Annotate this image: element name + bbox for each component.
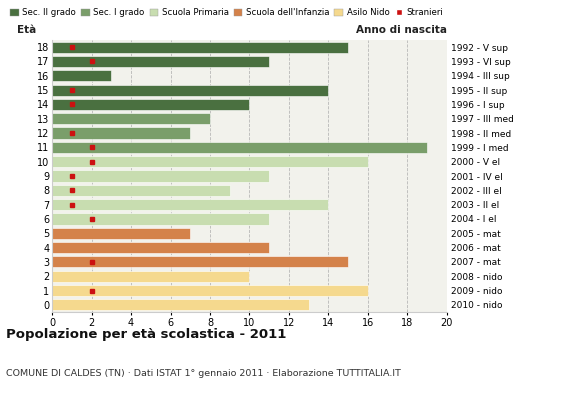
Bar	[52, 228, 190, 239]
Bar	[52, 199, 328, 210]
Bar	[52, 42, 348, 53]
Bar	[52, 113, 210, 124]
Bar	[52, 271, 249, 282]
Text: COMUNE DI CALDES (TN) · Dati ISTAT 1° gennaio 2011 · Elaborazione TUTTITALIA.IT: COMUNE DI CALDES (TN) · Dati ISTAT 1° ge…	[6, 369, 401, 378]
Bar	[52, 142, 427, 153]
Text: Popolazione per età scolastica - 2011: Popolazione per età scolastica - 2011	[6, 328, 286, 341]
Bar	[52, 256, 348, 268]
Bar	[52, 213, 269, 224]
Bar	[52, 185, 230, 196]
Text: Età: Età	[17, 24, 36, 34]
Bar	[52, 156, 368, 167]
Bar	[52, 299, 309, 310]
Text: Anno di nascita: Anno di nascita	[356, 24, 447, 34]
Bar	[52, 170, 269, 182]
Bar	[52, 56, 269, 67]
Bar	[52, 285, 368, 296]
Bar	[52, 128, 190, 139]
Bar	[52, 84, 328, 96]
Legend: Sec. II grado, Sec. I grado, Scuola Primaria, Scuola dell'Infanzia, Asilo Nido, : Sec. II grado, Sec. I grado, Scuola Prim…	[10, 8, 443, 17]
Bar	[52, 99, 249, 110]
Bar	[52, 242, 269, 253]
Bar	[52, 70, 111, 81]
